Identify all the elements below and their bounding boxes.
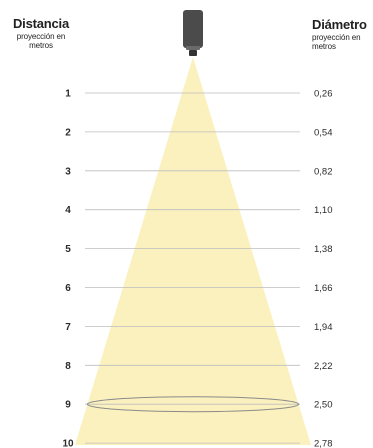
distance-header-subtitle-1: proyección en	[16, 31, 66, 41]
distance-label: 1	[65, 89, 71, 100]
diameter-label: 2,50	[314, 400, 333, 411]
projector-body	[183, 10, 203, 48]
distance-label: 8	[65, 361, 71, 372]
distance-label: 10	[62, 439, 74, 448]
beam-spot-ellipse	[86, 396, 300, 413]
diameter-header-title: Diámetro	[312, 17, 367, 32]
diameter-header-subtitle-2: metros	[312, 42, 336, 52]
projector-lens	[189, 50, 197, 56]
distance-label: 7	[65, 322, 71, 333]
distance-header-title: Distancia	[12, 16, 69, 31]
diameter-label: 1,38	[314, 244, 333, 255]
diameter-label: 1,10	[314, 205, 333, 216]
projector-collar	[186, 46, 200, 50]
light-beam	[75, 57, 311, 445]
distance-label: 3	[65, 166, 71, 177]
diameter-label: 0,26	[314, 89, 333, 100]
diameter-label: 1,94	[314, 322, 333, 333]
diameter-label: 0,82	[314, 166, 333, 177]
distance-label: 5	[65, 244, 71, 255]
distance-label: 2	[65, 127, 71, 138]
diameter-header-subtitle-1: proyección en	[312, 32, 361, 42]
diameter-label: 0,54	[314, 127, 333, 138]
projector-icon	[183, 10, 203, 56]
distance-header-subtitle-2: metros	[29, 41, 53, 51]
diameter-label: 2,78	[314, 439, 333, 448]
diameter-label: 2,22	[314, 361, 333, 372]
distance-label: 4	[65, 205, 71, 216]
distance-label: 9	[65, 400, 71, 411]
distance-rows: 1 0,26 2 0,54 3 0,82 4 1,10 5 1,38 6 1,66 7 1,94 8 2,22…	[62, 89, 332, 448]
diameter-label: 1,66	[314, 283, 333, 294]
distance-header: Distancia proyección en metros	[4, 16, 78, 51]
distance-label: 6	[65, 283, 71, 294]
diameter-header: Diámetro proyección en metros	[312, 17, 373, 52]
